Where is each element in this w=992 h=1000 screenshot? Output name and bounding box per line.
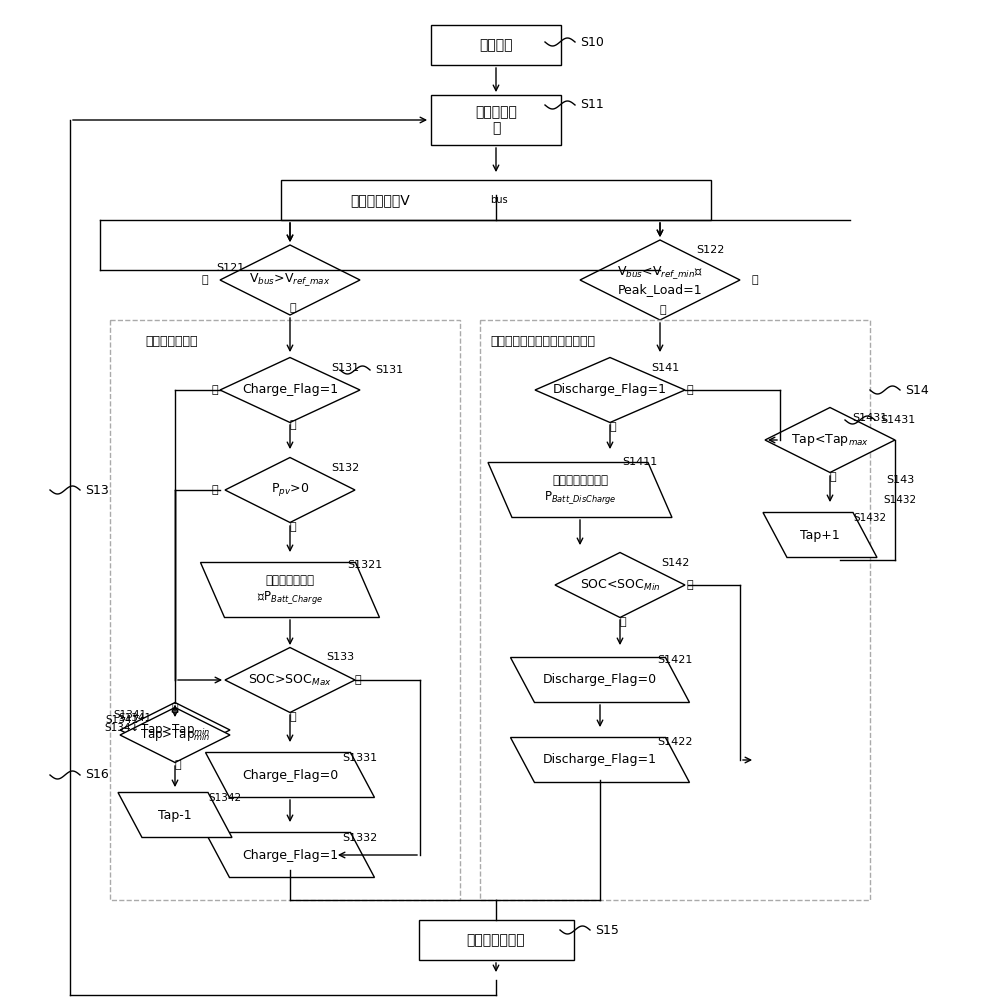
- Text: S1342: S1342: [208, 793, 242, 803]
- Text: S1432: S1432: [884, 495, 917, 505]
- Text: bus: bus: [490, 195, 508, 205]
- Polygon shape: [118, 792, 232, 838]
- Text: Charge_Flag=1: Charge_Flag=1: [242, 383, 338, 396]
- Text: S131: S131: [375, 365, 403, 375]
- Text: 设定电池放电功率
P$_{Batt\_DisCharge}$: 设定电池放电功率 P$_{Batt\_DisCharge}$: [544, 474, 616, 506]
- Text: Tap>Tap$_{min}$: Tap>Tap$_{min}$: [140, 722, 210, 738]
- Text: S15: S15: [595, 924, 619, 936]
- Text: S141: S141: [651, 363, 680, 373]
- Text: Tap+1: Tap+1: [801, 528, 840, 542]
- Text: Charge_Flag=0: Charge_Flag=0: [242, 768, 338, 782]
- Text: 否: 否: [211, 385, 218, 395]
- Polygon shape: [205, 752, 375, 798]
- Text: S132: S132: [331, 463, 359, 473]
- Polygon shape: [488, 462, 672, 518]
- Text: Discharge_Flag=0: Discharge_Flag=0: [543, 674, 657, 686]
- Text: S133: S133: [326, 652, 354, 662]
- Polygon shape: [765, 408, 895, 473]
- Text: V$_{bus}$>V$_{ref\_max}$: V$_{bus}$>V$_{ref\_max}$: [249, 272, 330, 288]
- Text: 过电压调节流程: 过电压调节流程: [145, 335, 197, 348]
- FancyBboxPatch shape: [431, 25, 561, 65]
- Polygon shape: [535, 358, 685, 422]
- Text: S11: S11: [580, 99, 604, 111]
- Text: S1421: S1421: [658, 655, 692, 665]
- Text: Charge_Flag=1: Charge_Flag=1: [242, 848, 338, 861]
- Text: 是: 是: [660, 305, 667, 315]
- Text: 是: 是: [290, 303, 297, 313]
- Text: 否: 否: [752, 275, 758, 285]
- Text: P$_{pv}$>0: P$_{pv}$>0: [271, 482, 310, 498]
- Text: Tap-1: Tap-1: [158, 808, 191, 822]
- Text: 否: 否: [686, 385, 693, 395]
- Text: 否: 否: [211, 485, 218, 495]
- Text: S13: S13: [85, 484, 109, 496]
- Polygon shape: [205, 832, 375, 878]
- Text: Discharge_Flag=1: Discharge_Flag=1: [553, 383, 667, 396]
- Text: 否: 否: [686, 580, 693, 590]
- Text: S16: S16: [85, 768, 109, 782]
- Polygon shape: [555, 552, 685, 617]
- Text: 是: 是: [290, 712, 297, 722]
- Text: SOC<SOC$_{Min}$: SOC<SOC$_{Min}$: [579, 577, 661, 593]
- Text: 是: 是: [829, 472, 836, 482]
- Polygon shape: [763, 512, 877, 558]
- Text: V$_{bus}$<V$_{ref\_min}$或
Peak_Load=1: V$_{bus}$<V$_{ref\_min}$或 Peak_Load=1: [617, 264, 702, 296]
- Polygon shape: [511, 738, 689, 782]
- Text: S142: S142: [661, 558, 689, 568]
- Text: 是: 是: [620, 617, 626, 627]
- Polygon shape: [220, 245, 360, 315]
- Text: 是: 是: [172, 703, 179, 713]
- Text: S1341: S1341: [113, 710, 147, 720]
- Text: 否: 否: [355, 675, 361, 685]
- Text: SOC>SOC$_{Max}$: SOC>SOC$_{Max}$: [248, 672, 332, 688]
- Text: S1422: S1422: [658, 737, 692, 747]
- Text: Discharge_Flag=1: Discharge_Flag=1: [543, 754, 657, 766]
- Text: S1341: S1341: [105, 715, 139, 725]
- FancyBboxPatch shape: [431, 95, 561, 145]
- Text: S10: S10: [580, 35, 604, 48]
- Text: S1321: S1321: [347, 560, 383, 570]
- Text: S131: S131: [331, 363, 359, 373]
- Text: S121: S121: [216, 263, 244, 273]
- Polygon shape: [580, 240, 740, 320]
- Polygon shape: [200, 562, 380, 617]
- Text: 是: 是: [610, 422, 616, 432]
- Text: S1431: S1431: [852, 413, 888, 423]
- Text: 是: 是: [290, 522, 297, 532]
- Polygon shape: [225, 648, 355, 712]
- Polygon shape: [120, 702, 230, 758]
- Text: Tap>Tap$_{min}$: Tap>Tap$_{min}$: [140, 727, 210, 743]
- Text: S14: S14: [905, 383, 929, 396]
- Text: 低电压调节和峰值负荷削减流程: 低电压调节和峰值负荷削减流程: [490, 335, 595, 348]
- Text: S1332: S1332: [342, 833, 378, 843]
- Text: S134↓: S134↓: [104, 723, 140, 733]
- Text: 是: 是: [290, 420, 297, 430]
- Polygon shape: [120, 708, 230, 762]
- FancyBboxPatch shape: [419, 920, 573, 960]
- Polygon shape: [511, 658, 689, 702]
- Text: Tap<Tap$_{max}$: Tap<Tap$_{max}$: [791, 432, 869, 448]
- Text: S1432: S1432: [853, 513, 887, 523]
- Text: S122: S122: [695, 245, 724, 255]
- Text: S1411: S1411: [622, 457, 658, 467]
- FancyBboxPatch shape: [281, 180, 711, 220]
- Text: 否: 否: [201, 275, 208, 285]
- Text: 程序开始: 程序开始: [479, 38, 513, 52]
- Text: S1431: S1431: [880, 415, 916, 425]
- Text: 设定电池充电功
率P$_{Batt\_Charge}$: 设定电池充电功 率P$_{Batt\_Charge}$: [257, 574, 323, 606]
- Text: S1331: S1331: [342, 753, 378, 763]
- Polygon shape: [220, 358, 360, 422]
- Text: 是: 是: [175, 760, 182, 770]
- Text: 控制器指令发送: 控制器指令发送: [466, 933, 526, 947]
- Text: 判断母线电压V: 判断母线电压V: [350, 193, 410, 207]
- Polygon shape: [225, 458, 355, 522]
- Text: 数据采集步
骤: 数据采集步 骤: [475, 105, 517, 135]
- Text: S1341: S1341: [118, 713, 152, 723]
- Text: S143: S143: [886, 475, 914, 485]
